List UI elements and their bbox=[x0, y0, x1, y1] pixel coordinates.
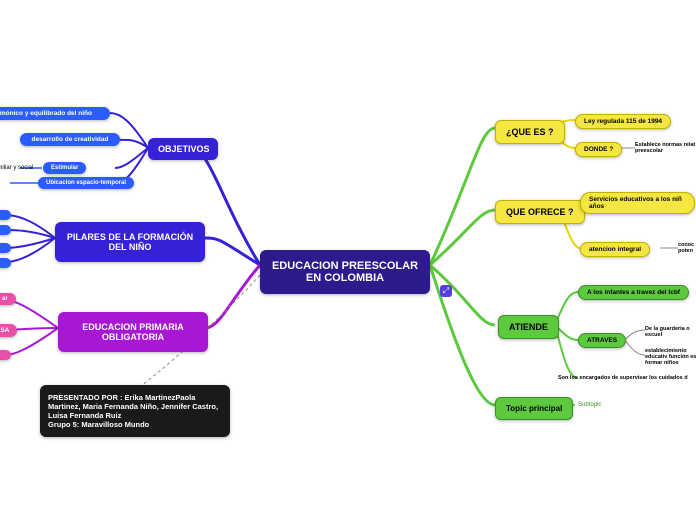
obj-child-4-sub[interactable]: Ubicacion espacio-temporal bbox=[38, 177, 134, 189]
objetivos-node[interactable]: OBJETIVOS bbox=[148, 138, 218, 160]
presentado-node[interactable]: PRESENTADO POR : Erika MartinezPaola Mar… bbox=[40, 385, 230, 437]
obj-child-3-text: atural, familiar y social bbox=[0, 165, 33, 171]
atiende-c2sub1: De la guarderia o escuel bbox=[645, 326, 696, 338]
obj-child-1[interactable]: o armónico y equilibrado del niño bbox=[0, 107, 110, 120]
pilares-stub-3 bbox=[0, 243, 11, 253]
pilares-stub-1 bbox=[0, 210, 11, 220]
obj-child-3-sub[interactable]: Estimular bbox=[43, 162, 86, 174]
topic-sub: Subtopic bbox=[578, 402, 601, 408]
atiende-label: ATIENDE bbox=[509, 322, 548, 332]
pilares-stub-4 bbox=[0, 258, 11, 268]
obj-child-2[interactable]: desarrollo de creatividad bbox=[20, 133, 120, 146]
presentado-text: PRESENTADO POR : Erika MartinezPaola Mar… bbox=[48, 393, 218, 420]
primaria-side-2[interactable]: ESA bbox=[0, 324, 17, 337]
primaria-side-1[interactable]: ar bbox=[0, 293, 16, 305]
atiende-c2[interactable]: ATRAVES bbox=[578, 333, 626, 348]
quees-node[interactable]: ¿QUE ES ? bbox=[495, 120, 565, 144]
ofrece-label: QUE OFRECE ? bbox=[506, 207, 574, 217]
atiende-node[interactable]: ATIENDE bbox=[498, 315, 559, 339]
quees-c1[interactable]: Ley regulada 115 de 1994 bbox=[575, 114, 671, 129]
primaria-node[interactable]: EDUCACION PRIMARIA OBLIGATORIA bbox=[58, 312, 208, 352]
ofrece-node[interactable]: QUE OFRECE ? bbox=[495, 200, 585, 224]
primaria-label: EDUCACION PRIMARIA OBLIGATORIA bbox=[82, 322, 184, 342]
topic-node[interactable]: Topic principal bbox=[495, 397, 573, 420]
ofrece-c2[interactable]: atencion integral bbox=[580, 242, 650, 257]
central-title: EDUCACION PREESCOLAR EN COLOMBIA bbox=[272, 260, 418, 284]
quees-c2[interactable]: DONDE ? bbox=[575, 142, 622, 157]
atiende-c2sub2: establecimiento educativ función es form… bbox=[645, 348, 696, 366]
pilares-label: PILARES DE LA FORMACIÓN DEL NIÑO bbox=[67, 232, 193, 252]
topic-label: Topic principal bbox=[506, 404, 562, 413]
pilares-stub-2 bbox=[0, 225, 11, 235]
expand-icon[interactable]: ⤢ bbox=[440, 285, 452, 297]
atiende-c3: Son los encargados de supervisar los cui… bbox=[558, 375, 688, 381]
objetivos-label: OBJETIVOS bbox=[158, 144, 210, 154]
ofrece-c1[interactable]: Servicios educativos a los niñ años bbox=[580, 192, 695, 214]
pilares-node[interactable]: PILARES DE LA FORMACIÓN DEL NIÑO bbox=[55, 222, 205, 262]
atiende-c1[interactable]: A los infantes a travez del Icbf bbox=[578, 285, 689, 300]
quees-label: ¿QUE ES ? bbox=[506, 127, 554, 137]
presentado-sub: Grupo 5: Maravilloso Mundo bbox=[48, 420, 149, 429]
quees-c2sub: Establece normas relat preescolar bbox=[635, 142, 696, 154]
central-node[interactable]: EDUCACION PREESCOLAR EN COLOMBIA bbox=[260, 250, 430, 294]
primaria-stub-3 bbox=[0, 350, 11, 360]
ofrece-c2sub: conoc poten bbox=[678, 242, 696, 254]
